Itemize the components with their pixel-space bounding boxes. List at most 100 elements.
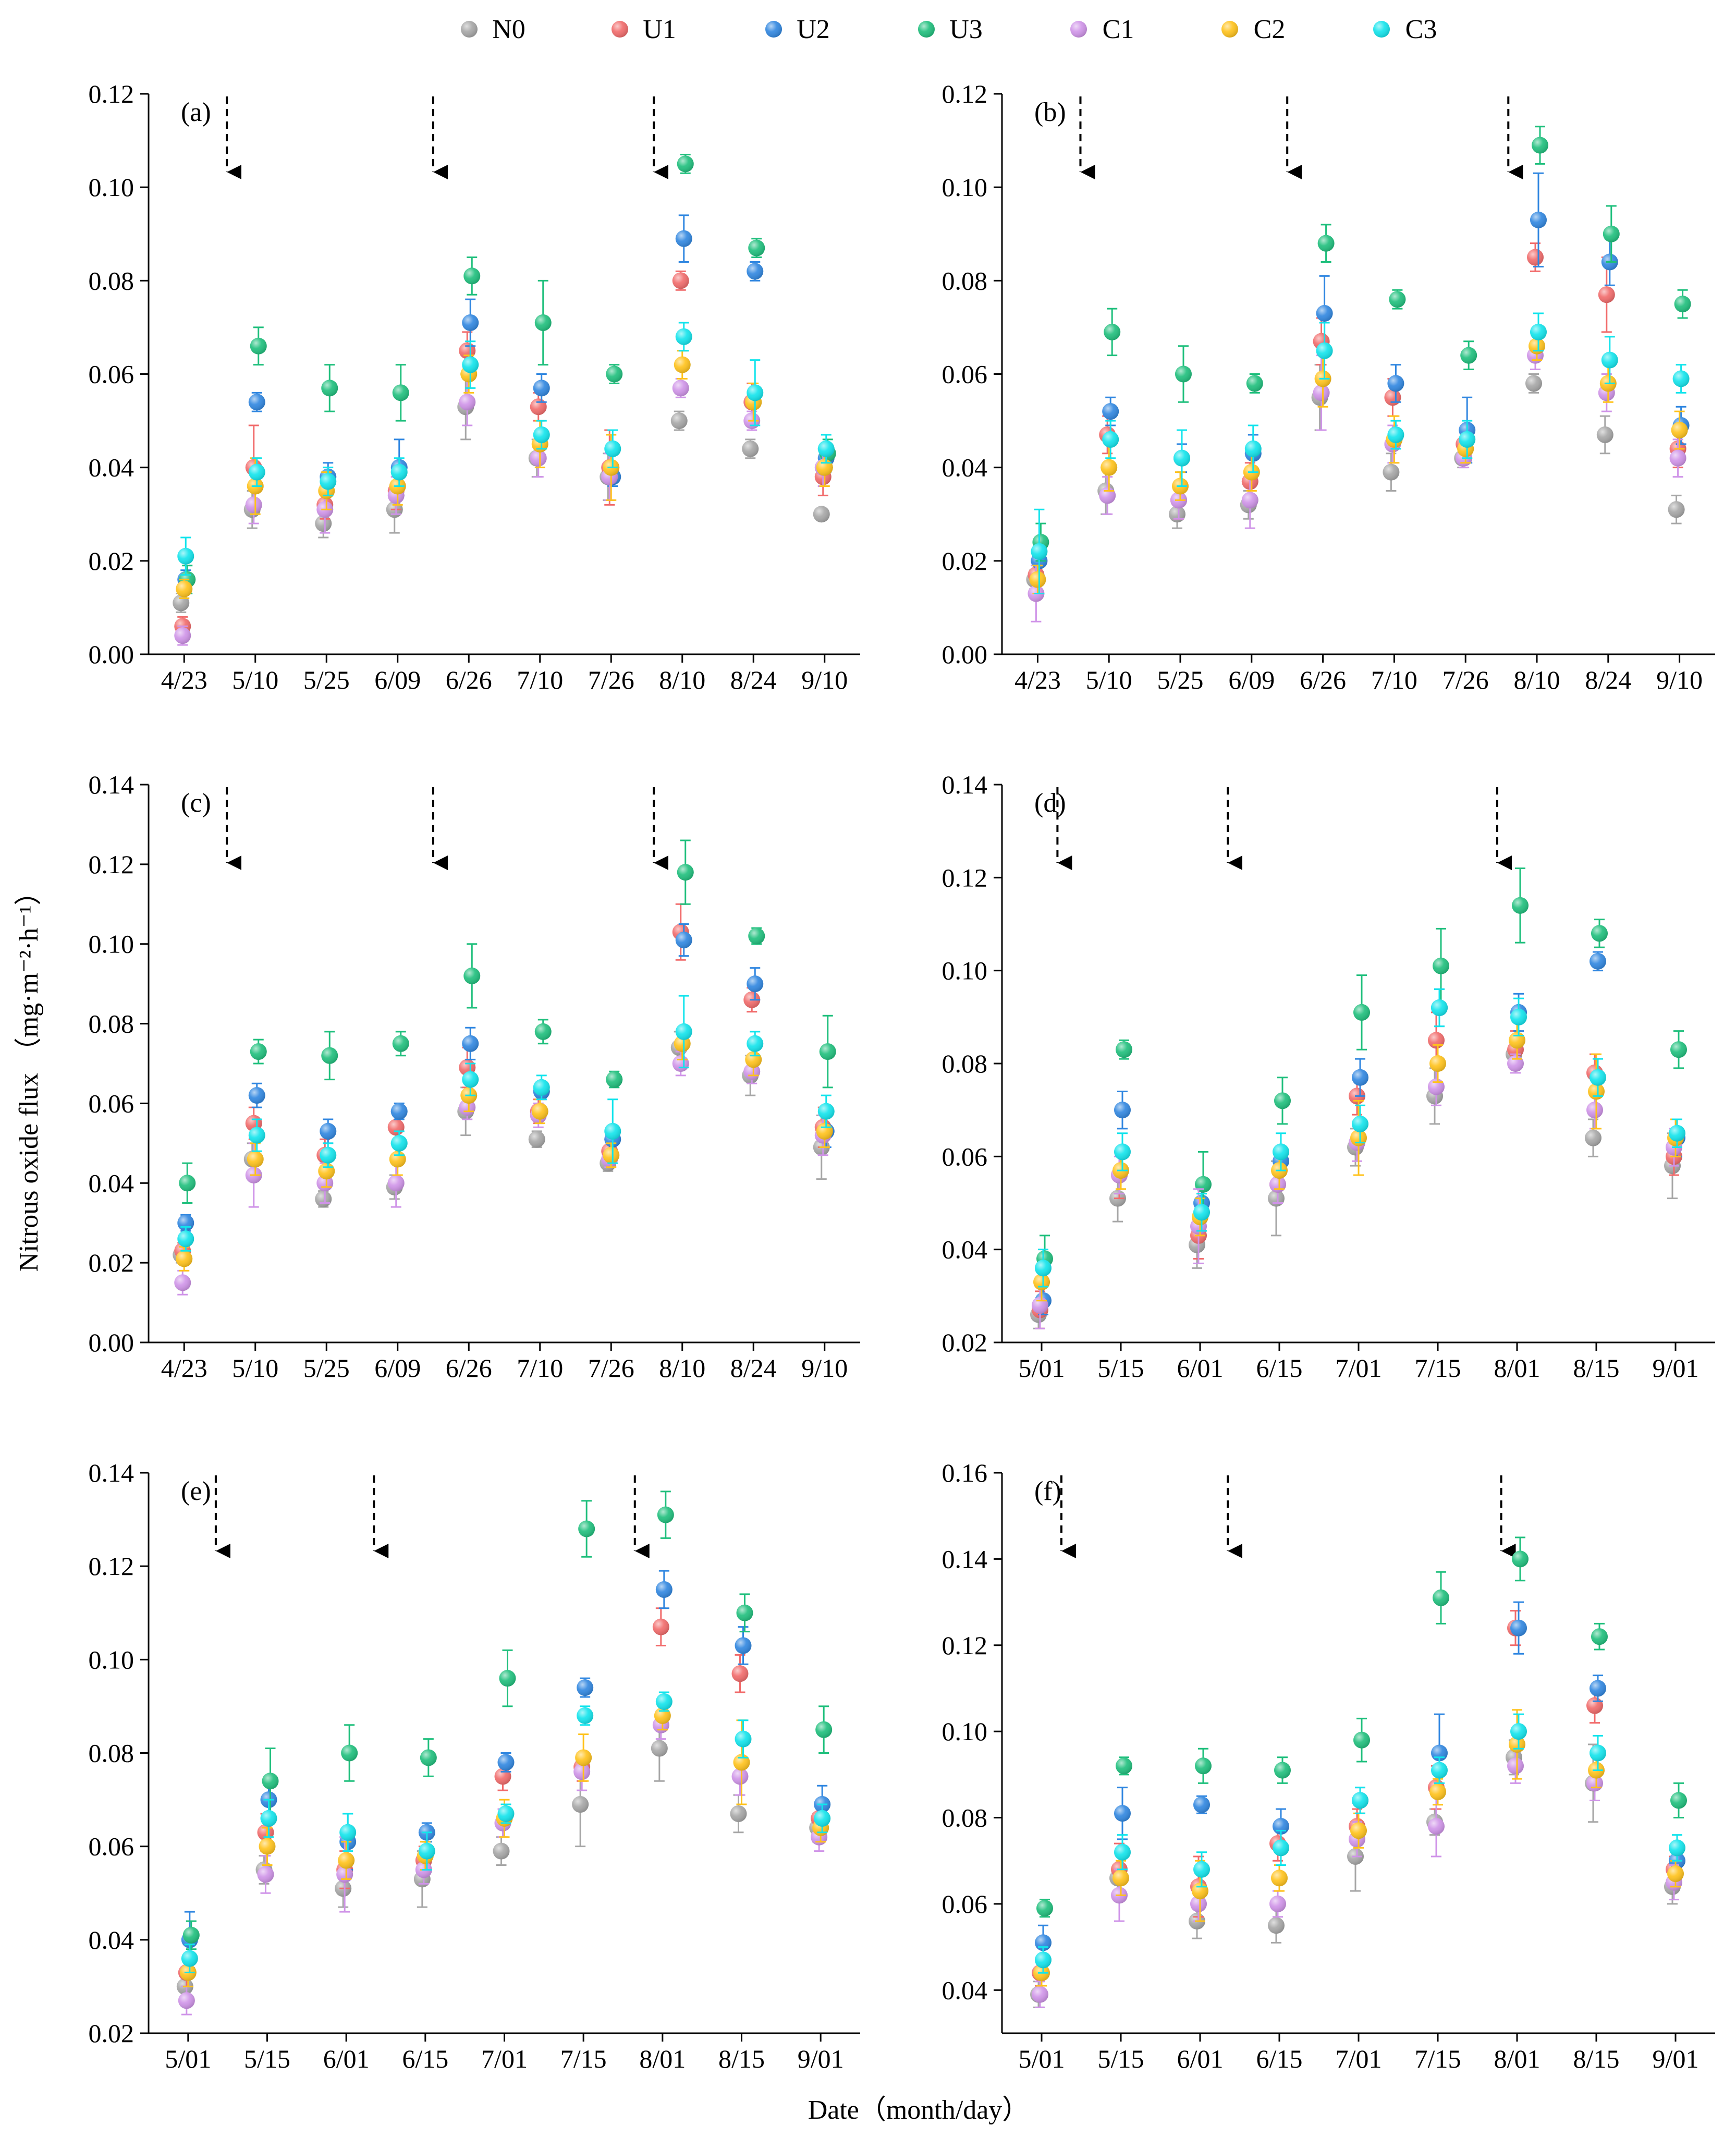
y-tick-label: 0.04 [942, 1235, 988, 1264]
legend-marker-shade [461, 21, 478, 38]
panel-label: (d) [1034, 788, 1066, 818]
data-point-shade [604, 440, 621, 457]
series-c1 [1028, 340, 1686, 622]
data-point-shade [1353, 1731, 1370, 1749]
data-point-shade [1507, 1055, 1524, 1072]
x-tick-label: 7/15 [1415, 1353, 1461, 1383]
x-tick-label: 6/26 [446, 665, 492, 694]
data-point-shade [178, 1992, 195, 2009]
data-point-shade [652, 1618, 669, 1635]
data-point-shade [670, 412, 688, 430]
data-point-shade [816, 1122, 833, 1140]
x-tick-label: 8/15 [718, 2044, 765, 2073]
data-point-shade [392, 384, 409, 401]
x-tick-label: 5/10 [1086, 665, 1132, 694]
data-point-shade [320, 473, 337, 490]
data-point-shade [1269, 1895, 1286, 1912]
data-point-shade [606, 365, 623, 383]
y-tick-label: 0.08 [942, 266, 988, 295]
data-point-shade [1173, 449, 1190, 467]
data-point-shade [1389, 291, 1406, 308]
y-tick-label: 0.04 [942, 453, 988, 482]
data-point-shade [1273, 1839, 1289, 1856]
y-tick-label: 0.10 [942, 956, 988, 985]
data-point-shade [816, 459, 833, 476]
data-point-shade [1029, 571, 1046, 588]
x-tick-label: 8/24 [730, 665, 777, 694]
x-tick-label: 7/01 [1336, 2044, 1382, 2073]
data-point-shade [1525, 375, 1542, 392]
data-point-shade [341, 1744, 358, 1762]
legend-marker-shade [1070, 21, 1087, 38]
data-point-shade [1429, 1783, 1446, 1800]
y-axis-title: Nitrous oxide flux （mg·m⁻²·h⁻¹） [14, 878, 44, 1272]
x-tick-label: 5/10 [232, 1353, 278, 1383]
data-point-shade [736, 1604, 753, 1621]
x-tick-label: 6/09 [1228, 665, 1275, 694]
data-point-shade [1387, 375, 1404, 392]
y-tick-label: 0.00 [89, 1328, 135, 1357]
data-point-shade [338, 1852, 355, 1869]
data-point-shade [815, 1721, 833, 1738]
data-point-shade [462, 1035, 479, 1052]
data-point-shade [530, 449, 547, 467]
series-u3 [182, 1491, 833, 1950]
y-tick-label: 0.00 [942, 640, 988, 669]
y-tick-label: 0.08 [89, 266, 135, 295]
data-point-shade [387, 1175, 405, 1192]
y-tick-label: 0.10 [89, 930, 135, 959]
x-tick-label: 7/26 [1442, 665, 1489, 694]
data-point-shade [675, 230, 692, 247]
data-point-shade [817, 1103, 835, 1120]
panel-e: 0.02 0.04 0.06 0.08 0.10 0.12 0.14 5/01 5/15 6/01… [89, 1458, 860, 2073]
y-tick-label: 0.06 [89, 1832, 135, 1861]
data-point-shade [533, 426, 550, 443]
legend-label: N0 [492, 15, 525, 44]
data-point-shade [1316, 342, 1333, 359]
y-tick-label: 0.16 [942, 1458, 988, 1487]
data-point-shade [245, 496, 262, 514]
series-u3 [1036, 868, 1687, 1283]
data-point-shade [1672, 370, 1690, 387]
data-point-shade [1590, 1744, 1606, 1762]
panel-label: (b) [1034, 97, 1066, 127]
y-tick-label: 0.14 [89, 770, 135, 799]
data-point-shade [497, 1754, 515, 1771]
legend-item-c1: C1 [1070, 15, 1134, 44]
data-point-shade [1591, 925, 1608, 942]
data-point-shade [531, 1103, 548, 1120]
data-point-shade [1273, 1143, 1289, 1160]
data-point-shade [1175, 365, 1192, 383]
series-u1 [174, 903, 832, 1260]
y-tick-label: 0.04 [89, 1168, 135, 1198]
data-point-shade [534, 314, 552, 331]
data-point-shade [573, 1763, 591, 1780]
data-point-shade [1512, 897, 1529, 914]
legend-label: C1 [1103, 15, 1134, 44]
data-point-shade [390, 1134, 408, 1152]
x-tick-label: 5/15 [1098, 1353, 1144, 1383]
x-tick-label: 5/25 [303, 1353, 350, 1383]
x-tick-label: 7/26 [588, 1353, 634, 1383]
data-point-shade [1101, 459, 1118, 476]
x-tick-label: 7/10 [517, 665, 563, 694]
x-tick-label: 5/15 [1098, 2044, 1144, 2073]
data-point-shade [530, 398, 547, 416]
data-point-shade [672, 380, 689, 397]
data-point-shade [655, 1693, 673, 1710]
x-tick-label: 5/25 [1157, 665, 1204, 694]
data-point-shade [1429, 1055, 1446, 1072]
data-point-shade [1669, 1839, 1685, 1856]
data-point-shade [1268, 1917, 1285, 1934]
data-point-shade [418, 1842, 435, 1860]
y-tick-label: 0.06 [89, 1089, 135, 1118]
data-point-shade [1510, 1619, 1527, 1636]
x-tick-label: 8/10 [1514, 665, 1560, 694]
data-point-shade [1527, 249, 1544, 266]
x-tick-label: 6/15 [1256, 1353, 1303, 1383]
data-point-shade [1459, 431, 1476, 448]
data-point-shade [1274, 1762, 1291, 1779]
series-u3 [1036, 1536, 1687, 1918]
series-c2 [1033, 1021, 1684, 1302]
data-point-shade [499, 1670, 516, 1687]
